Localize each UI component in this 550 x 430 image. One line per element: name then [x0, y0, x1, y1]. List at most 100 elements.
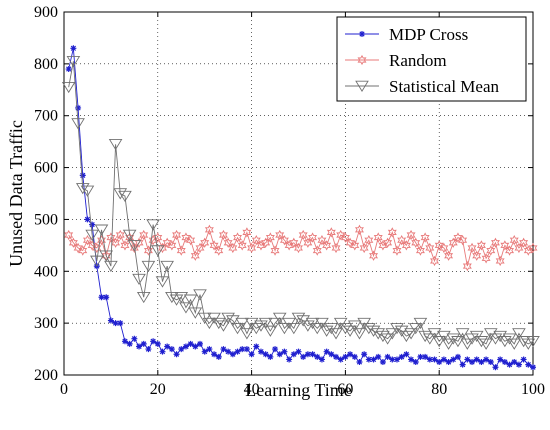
data-point: [136, 343, 143, 350]
data-point: [66, 56, 81, 68]
data-point: [467, 242, 477, 254]
data-point: [375, 353, 382, 360]
x-tick-label: 0: [60, 381, 68, 398]
data-point: [275, 229, 285, 241]
data-point: [472, 250, 482, 261]
data-point: [373, 232, 383, 243]
data-point: [148, 235, 158, 246]
data-point: [176, 245, 186, 256]
data-point: [159, 348, 166, 355]
data-point: [183, 294, 198, 306]
data-point: [389, 356, 396, 363]
data-point: [225, 348, 232, 355]
data-point: [408, 356, 415, 363]
data-point: [167, 240, 177, 251]
data-point: [460, 338, 475, 350]
data-point: [162, 237, 172, 248]
data-point: [107, 317, 114, 324]
data-point: [218, 229, 228, 241]
data-point: [145, 346, 152, 353]
legend-label: Statistical Mean: [389, 77, 500, 96]
data-point: [440, 356, 447, 363]
data-point: [338, 323, 353, 335]
data-point: [453, 232, 463, 243]
data-point: [486, 245, 496, 256]
data-point: [451, 336, 465, 348]
data-point: [369, 250, 379, 261]
data-point: [390, 323, 404, 335]
data-point: [464, 356, 471, 363]
data-point: [181, 232, 191, 243]
data-point: [474, 336, 489, 348]
data-point: [525, 361, 532, 368]
data-point: [310, 323, 325, 335]
data-point: [322, 240, 332, 251]
data-point: [364, 235, 374, 246]
data-point: [131, 335, 138, 342]
data-point: [287, 323, 301, 335]
data-point: [242, 227, 252, 238]
data-point: [286, 356, 293, 363]
data-point: [233, 232, 243, 243]
data-point: [193, 289, 207, 301]
data-point: [404, 328, 418, 340]
data-point: [226, 315, 240, 327]
data-point: [141, 260, 156, 273]
data-point: [454, 353, 461, 360]
data-point: [304, 351, 311, 358]
data-point: [387, 227, 397, 238]
data-point: [459, 361, 466, 368]
data-point: [201, 348, 208, 355]
data-point: [117, 320, 124, 327]
data-point: [243, 346, 250, 353]
data-point: [317, 235, 327, 246]
y-tick-label: 500: [34, 211, 58, 228]
data-point: [248, 351, 255, 358]
data-point: [97, 235, 106, 246]
data-point: [150, 338, 157, 345]
data-point: [192, 343, 199, 350]
data-point: [276, 351, 283, 358]
data-point: [291, 312, 306, 324]
data-point: [71, 118, 85, 130]
data-point: [127, 240, 142, 252]
data-point: [98, 294, 105, 301]
data-point: [115, 229, 125, 241]
data-point: [270, 245, 280, 256]
data-point: [78, 245, 88, 256]
series-statistical-mean: [61, 56, 540, 350]
data-point: [216, 320, 231, 332]
data-point: [497, 356, 504, 363]
data-point: [432, 336, 446, 348]
data-point: [379, 359, 386, 366]
data-point: [314, 353, 321, 360]
y-tick-label: 200: [34, 367, 58, 384]
data-point: [160, 260, 174, 273]
data-point: [385, 328, 400, 340]
data-point: [526, 336, 540, 348]
data-point: [337, 356, 344, 363]
data-point: [214, 245, 224, 256]
data-point: [519, 237, 529, 248]
x-axis-title: Learning Time: [245, 380, 352, 400]
data-point: [444, 250, 454, 261]
data-point: [523, 245, 533, 256]
data-point: [392, 245, 402, 256]
data-point: [173, 351, 180, 358]
data-point: [234, 348, 241, 355]
data-point: [253, 343, 260, 350]
data-point: [430, 255, 439, 267]
data-point: [113, 188, 128, 200]
data-point: [354, 224, 364, 235]
data-point: [235, 317, 250, 330]
data-point: [342, 353, 349, 360]
data-point: [347, 320, 362, 332]
data-point: [155, 276, 170, 288]
data-point: [65, 66, 72, 73]
data-point: [281, 348, 288, 355]
data-point: [94, 224, 109, 236]
data-point: [491, 237, 500, 248]
data-point: [509, 234, 519, 246]
data-point: [370, 356, 377, 363]
data-point: [85, 229, 99, 241]
